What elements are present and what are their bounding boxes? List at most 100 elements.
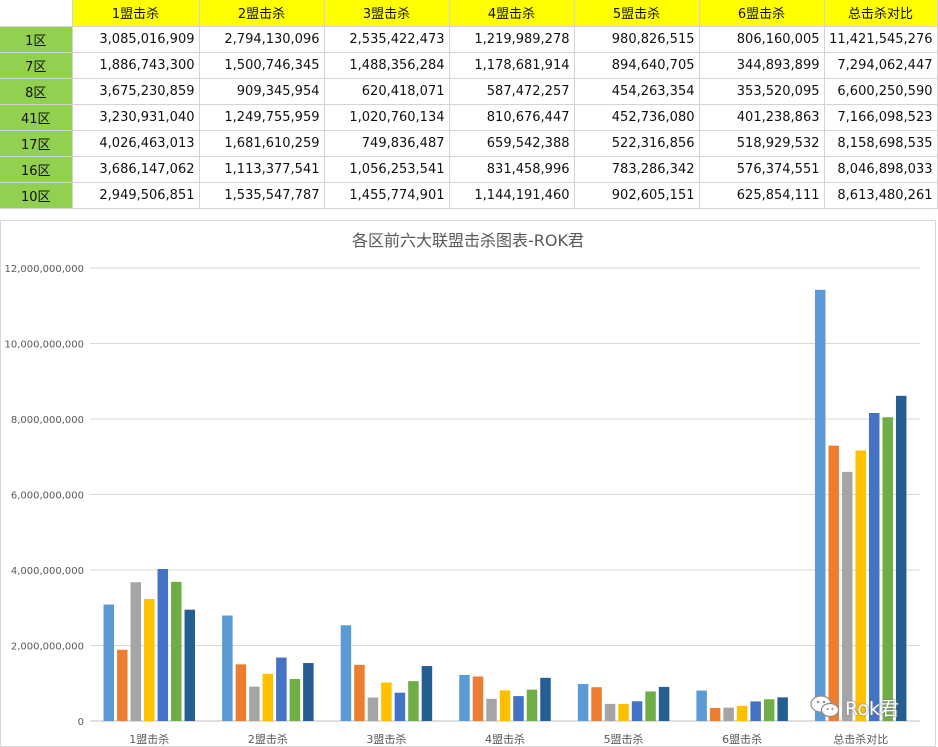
watermark: Rok君 <box>810 692 930 722</box>
table-cell[interactable]: 518,929,532 <box>699 130 825 157</box>
table-cell[interactable]: 8,046,898,033 <box>824 156 938 183</box>
table-cell[interactable]: 11,421,545,276 <box>824 26 938 53</box>
row-label[interactable]: 41区 <box>0 104 73 131</box>
column-header[interactable]: 5盟击杀 <box>574 0 700 27</box>
row-label[interactable]: 10区 <box>0 182 73 209</box>
column-header[interactable]: 2盟击杀 <box>199 0 325 27</box>
bar <box>408 681 419 721</box>
table-cell[interactable]: 3,230,931,040 <box>72 104 200 131</box>
column-header[interactable]: 3盟击杀 <box>324 0 450 27</box>
bar <box>171 581 182 721</box>
table-cell[interactable]: 2,949,506,851 <box>72 182 200 209</box>
table-cell[interactable]: 3,675,230,859 <box>72 78 200 105</box>
y-tick-label: 6,000,000,000 <box>11 491 84 502</box>
table-cell[interactable]: 452,736,080 <box>574 104 700 131</box>
table-cell[interactable]: 1,020,760,134 <box>324 104 450 131</box>
table-cell[interactable]: 625,854,111 <box>699 182 825 209</box>
table-cell[interactable]: 1,535,547,787 <box>199 182 325 209</box>
table-cell[interactable]: 1,500,746,345 <box>199 52 325 79</box>
bar <box>577 683 589 721</box>
table-cell[interactable]: 8,158,698,535 <box>824 130 938 157</box>
chart-area[interactable] <box>0 220 936 747</box>
column-header[interactable]: 总击杀对比 <box>824 0 938 27</box>
table-cell[interactable]: 4,026,463,013 <box>72 130 200 157</box>
x-tick-label: 6盟击杀 <box>722 732 762 746</box>
table-cell[interactable]: 587,472,257 <box>449 78 575 105</box>
table-cell[interactable]: 1,455,774,901 <box>324 182 450 209</box>
bars <box>103 289 907 721</box>
table-cell[interactable]: 909,345,954 <box>199 78 325 105</box>
row-label[interactable]: 16区 <box>0 156 73 183</box>
bar <box>723 707 734 721</box>
column-header[interactable]: 4盟击杀 <box>449 0 575 27</box>
table-cell[interactable]: 749,836,487 <box>324 130 450 157</box>
table-row: 16区 3,686,147,062 1,113,377,541 1,056,25… <box>0 156 938 183</box>
table-cell[interactable]: 980,826,515 <box>574 26 700 53</box>
bar <box>235 664 247 721</box>
bar <box>249 686 260 721</box>
bar <box>841 471 853 721</box>
table-cell[interactable]: 454,263,354 <box>574 78 700 105</box>
table-cell[interactable]: 1,488,356,284 <box>324 52 450 79</box>
row-label[interactable]: 17区 <box>0 130 73 157</box>
row-label[interactable]: 7区 <box>0 52 73 79</box>
bar <box>117 649 128 721</box>
bar <box>658 686 670 721</box>
bar <box>103 604 115 721</box>
table-cell[interactable]: 894,640,705 <box>574 52 700 79</box>
table-cell[interactable]: 7,294,062,447 <box>824 52 938 79</box>
table-cell[interactable]: 806,160,005 <box>699 26 825 53</box>
bar <box>750 701 761 721</box>
table-cell[interactable]: 810,676,447 <box>449 104 575 131</box>
gridlines <box>90 267 920 722</box>
table-cell[interactable]: 1,144,191,460 <box>449 182 575 209</box>
row-label[interactable]: 1区 <box>0 26 73 53</box>
table-cell[interactable]: 3,686,147,062 <box>72 156 200 183</box>
table-cell[interactable]: 620,418,071 <box>324 78 450 105</box>
bar <box>709 707 721 721</box>
table-cell[interactable]: 1,249,755,959 <box>199 104 325 131</box>
table-row: 7区 1,886,743,300 1,500,746,345 1,488,356… <box>0 52 938 79</box>
x-tick-label: 2盟击杀 <box>248 732 288 746</box>
table-row: 10区 2,949,506,851 1,535,547,787 1,455,77… <box>0 182 938 209</box>
table-cell[interactable]: 2,535,422,473 <box>324 26 450 53</box>
x-tick-label: 4盟击杀 <box>485 732 525 746</box>
corner-cell[interactable] <box>0 0 73 27</box>
bar <box>513 696 524 721</box>
table-row: 8区 3,675,230,859 909,345,954 620,418,071… <box>0 78 938 105</box>
table-cell[interactable]: 6,600,250,590 <box>824 78 938 105</box>
table-cell[interactable]: 659,542,388 <box>449 130 575 157</box>
bar <box>828 445 839 721</box>
row-label[interactable]: 8区 <box>0 78 73 105</box>
y-tick-label: 4,000,000,000 <box>11 566 84 577</box>
table-cell[interactable]: 783,286,342 <box>574 156 700 183</box>
table-cell[interactable]: 7,166,098,523 <box>824 104 938 131</box>
table-cell[interactable]: 1,113,377,541 <box>199 156 325 183</box>
table-cell[interactable]: 522,316,856 <box>574 130 700 157</box>
bar <box>736 705 748 721</box>
bar <box>354 664 365 721</box>
bar <box>591 687 602 721</box>
bar <box>499 690 511 721</box>
bar <box>777 697 788 721</box>
table-cell[interactable]: 2,794,130,096 <box>199 26 325 53</box>
header-row: 1盟击杀 2盟击杀 3盟击杀 4盟击杀 5盟击杀 6盟击杀 总击杀对比 <box>0 0 938 27</box>
table-cell[interactable]: 401,238,863 <box>699 104 825 131</box>
table-cell[interactable]: 1,886,743,300 <box>72 52 200 79</box>
table-cell[interactable]: 344,893,899 <box>699 52 825 79</box>
table-cell[interactable]: 353,520,095 <box>699 78 825 105</box>
table-cell[interactable]: 1,219,989,278 <box>449 26 575 53</box>
table-cell[interactable]: 576,374,551 <box>699 156 825 183</box>
y-tick-label: 8,000,000,000 <box>11 415 84 426</box>
column-header[interactable]: 6盟击杀 <box>699 0 825 27</box>
table-cell[interactable]: 8,613,480,261 <box>824 182 938 209</box>
table-cell[interactable]: 1,056,253,541 <box>324 156 450 183</box>
bar <box>421 666 433 721</box>
table-cell[interactable]: 902,605,151 <box>574 182 700 209</box>
table-cell[interactable]: 831,458,996 <box>449 156 575 183</box>
table-cell[interactable]: 1,681,610,259 <box>199 130 325 157</box>
column-header[interactable]: 1盟击杀 <box>72 0 200 27</box>
table-cell[interactable]: 1,178,681,914 <box>449 52 575 79</box>
bar <box>367 697 379 721</box>
table-cell[interactable]: 3,085,016,909 <box>72 26 200 53</box>
